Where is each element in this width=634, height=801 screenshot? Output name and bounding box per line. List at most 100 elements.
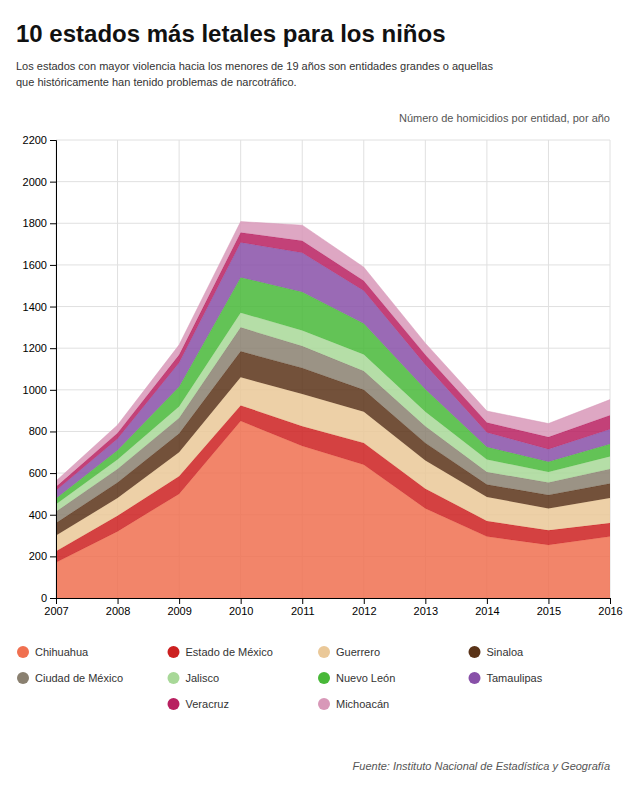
x-tick-mark <box>487 598 488 604</box>
x-tick-label: 2012 <box>352 605 376 617</box>
x-axis: 2007 2008 2009 2010 2011 2012 2013 2014 2015 2016 <box>44 598 622 617</box>
y-tick: 1800 <box>23 217 56 229</box>
y-tick-mark <box>50 182 56 183</box>
y-tick-mark <box>50 431 56 432</box>
x-tick-label: 2016 <box>598 605 622 617</box>
area <box>56 277 610 504</box>
y-tick-label: 0 <box>41 592 47 604</box>
y-tick-mark <box>50 473 56 474</box>
x-tick-label: 2015 <box>537 605 561 617</box>
legend-swatch <box>469 646 481 658</box>
x-tick-mark <box>241 598 242 604</box>
legend-label: Sinaloa <box>487 646 525 658</box>
legend-item: Nuevo León <box>318 672 395 684</box>
y-tick-label: 1800 <box>23 217 47 229</box>
y-tick: 0 <box>41 592 56 604</box>
y-tick: 1400 <box>23 301 56 313</box>
x-tick: 2014 <box>475 598 499 617</box>
y-tick-label: 400 <box>29 509 47 521</box>
legend-swatch <box>17 672 29 684</box>
x-tick-mark <box>118 598 119 604</box>
legend-label: Tamaulipas <box>487 672 543 684</box>
y-tick: 2000 <box>23 176 56 188</box>
x-tick-mark <box>610 598 611 604</box>
legend-swatch <box>469 672 481 684</box>
x-tick-mark <box>364 598 365 604</box>
y-tick-mark <box>50 556 56 557</box>
y-tick: 400 <box>29 509 56 521</box>
legend-item: Ciudad de México <box>17 672 123 684</box>
x-tick-mark <box>179 598 180 604</box>
legend-label: Estado de México <box>186 646 273 658</box>
x-tick: 2012 <box>352 598 376 617</box>
y-tick: 1200 <box>23 342 56 354</box>
y-tick-mark <box>50 307 56 308</box>
x-tick-mark <box>302 598 303 604</box>
legend-swatch <box>168 672 180 684</box>
grid-line-y <box>56 181 610 182</box>
legend-swatch <box>318 698 330 710</box>
y-tick-label: 1200 <box>23 342 47 354</box>
legend-label: Nuevo León <box>336 672 395 684</box>
x-tick-label: 2009 <box>167 605 191 617</box>
legend-swatch <box>318 672 330 684</box>
y-tick-label: 800 <box>29 425 47 437</box>
x-tick: 2007 <box>44 598 68 617</box>
y-tick: 1600 <box>23 259 56 271</box>
y-tick: 2200 <box>23 134 56 146</box>
subtitle: Los estados con mayor violencia hacia lo… <box>16 60 493 72</box>
y-tick-label: 2200 <box>23 134 47 146</box>
legend-swatch <box>17 646 29 658</box>
x-tick: 2010 <box>229 598 253 617</box>
area-edge <box>56 277 610 498</box>
legend-item: Sinaloa <box>469 646 525 658</box>
legend-item: Jalisco <box>168 672 220 684</box>
x-tick-label: 2014 <box>475 605 499 617</box>
y-tick-label: 1000 <box>23 384 47 396</box>
y-tick-label: 200 <box>29 550 47 562</box>
legend-label: Veracruz <box>186 698 229 710</box>
x-tick: 2013 <box>414 598 438 617</box>
legend-swatch <box>168 698 180 710</box>
x-tick: 2016 <box>598 598 622 617</box>
y-tick-mark <box>50 598 56 599</box>
grid-line-y <box>56 223 610 224</box>
y-tick-label: 1400 <box>23 301 47 313</box>
x-tick: 2011 <box>291 598 315 617</box>
y-tick-mark <box>50 348 56 349</box>
legend-item: Tamaulipas <box>469 672 543 684</box>
legend: Chihuahua Estado de México Guerrero Sinaloa… <box>17 646 543 710</box>
legend-item: Veracruz <box>168 698 229 710</box>
x-tick-label: 2010 <box>229 605 253 617</box>
legend-label: Michoacán <box>336 698 389 710</box>
x-tick-label: 2011 <box>291 605 315 617</box>
x-tick-mark <box>425 598 426 604</box>
legend-item: Guerrero <box>318 646 380 658</box>
y-tick-mark <box>50 140 56 141</box>
grid-line-y <box>56 140 610 141</box>
area <box>56 242 610 498</box>
x-tick: 2008 <box>106 598 130 617</box>
legend-item: Michoacán <box>318 698 389 710</box>
y-axis-line <box>50 141 57 599</box>
x-tick-mark <box>548 598 549 604</box>
source: Fuente: Instituto Nacional de Estadístic… <box>353 760 610 772</box>
y-tick: 1000 <box>23 384 56 396</box>
y-tick-label: 600 <box>29 467 47 479</box>
legend-label: Guerrero <box>336 646 380 658</box>
legend-swatch <box>318 646 330 658</box>
x-tick: 2015 <box>537 598 561 617</box>
grid <box>56 140 610 598</box>
x-tick-label: 2013 <box>414 605 438 617</box>
legend-item: Estado de México <box>168 646 273 658</box>
legend-label: Jalisco <box>186 672 220 684</box>
area-edge <box>56 232 610 486</box>
y-tick: 200 <box>29 550 56 562</box>
title: 10 estados más letales para los niños <box>16 20 446 47</box>
x-tick: 2009 <box>167 598 191 617</box>
y-tick-mark <box>50 390 56 391</box>
legend-label: Chihuahua <box>35 646 89 658</box>
x-tick-label: 2007 <box>44 605 68 617</box>
subtitle: que históricamente han tenido problemas … <box>16 76 297 88</box>
x-axis-line <box>57 599 611 605</box>
